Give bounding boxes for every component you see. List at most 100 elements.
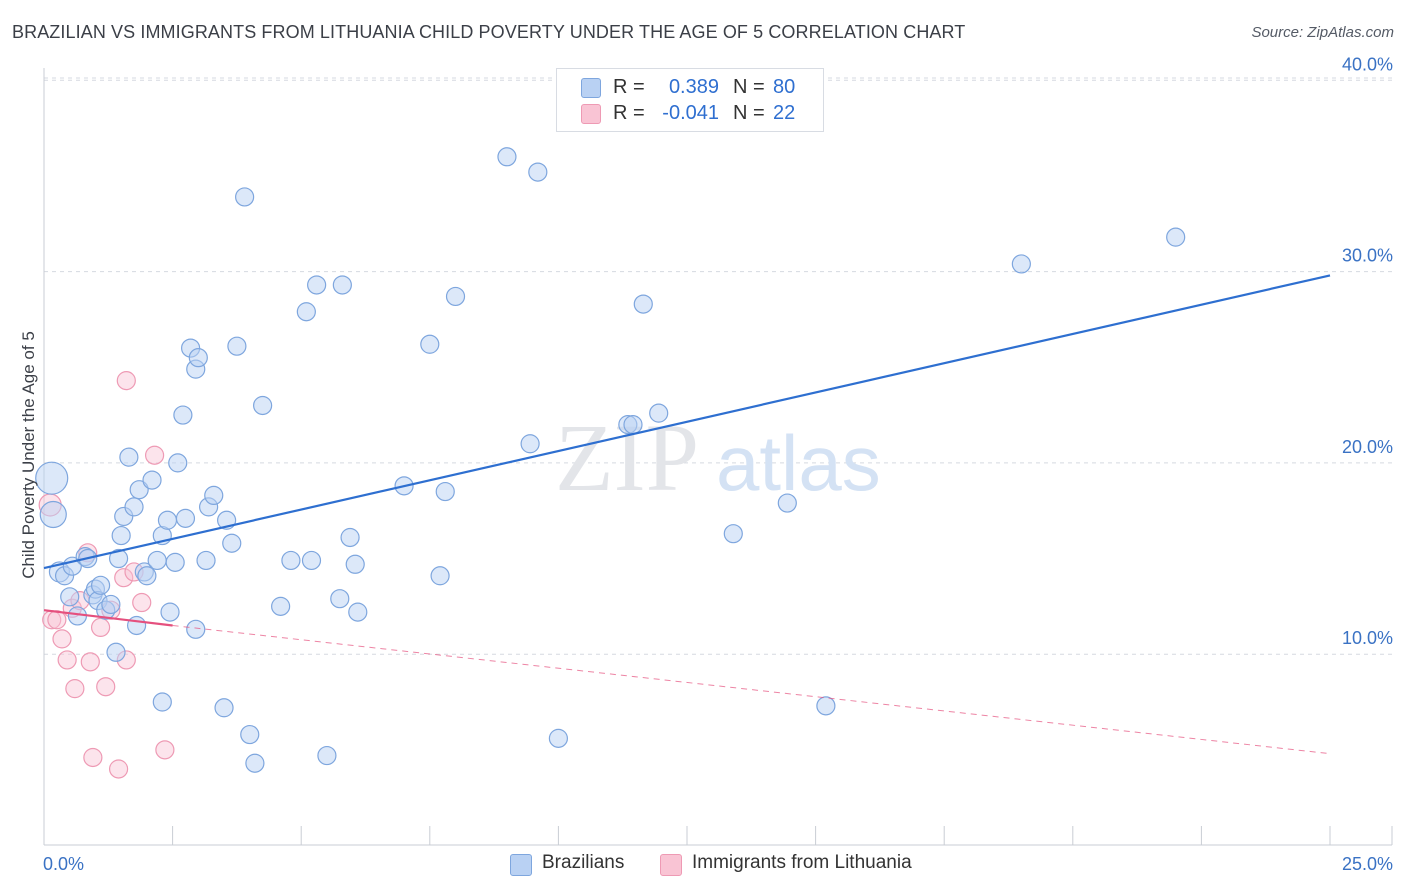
data-point-brazilians: [253, 395, 273, 416]
data-point-brazilians: [160, 602, 180, 622]
trend-layer: [43, 274, 1331, 755]
data-point-brazilians: [649, 403, 669, 423]
data-point-brazilians: [60, 587, 80, 607]
data-point-brazilians: [528, 162, 548, 182]
data-point-brazilians: [137, 566, 157, 586]
chart-title: BRAZILIAN VS IMMIGRANTS FROM LITHUANIA C…: [12, 22, 966, 42]
watermark-atlas: atlas: [716, 419, 881, 507]
legend-r-label: R =: [613, 102, 645, 124]
data-point-brazilians: [90, 575, 111, 595]
bottom-legend-swatch-pink: [660, 854, 682, 876]
data-point-brazilians: [430, 566, 450, 586]
data-point-brazilians: [111, 525, 131, 546]
data-point-brazilians: [245, 753, 265, 773]
data-point-lithuania: [65, 679, 85, 699]
data-point-lithuania: [83, 747, 103, 768]
data-point-brazilians: [520, 434, 540, 454]
data-point-brazilians: [816, 696, 836, 716]
legend-n-label: N =: [733, 76, 765, 98]
data-point-brazilians: [157, 510, 178, 530]
data-point-brazilians: [723, 524, 743, 544]
data-point-brazilians: [445, 286, 466, 307]
legend-r-label: R =: [613, 76, 645, 98]
data-point-lithuania: [52, 629, 72, 649]
data-point-brazilians: [175, 508, 196, 528]
data-point-brazilians: [186, 619, 206, 639]
data-point-brazilians: [240, 724, 260, 745]
data-point-brazilians: [196, 550, 216, 571]
data-point-lithuania: [155, 740, 175, 760]
data-point-brazilians: [227, 336, 247, 356]
data-point-brazilians: [340, 527, 360, 548]
y-tick-label: 40.0%: [1342, 54, 1393, 74]
data-point-lithuania: [132, 592, 152, 613]
chart-source: Source: ZipAtlas.com: [1251, 24, 1394, 41]
x-tick-label: 25.0%: [1342, 854, 1393, 874]
bottom-legend-label: Brazilians: [542, 852, 625, 873]
data-point-brazilians: [345, 554, 365, 574]
data-point-brazilians: [35, 461, 69, 495]
data-point-brazilians: [173, 405, 193, 425]
x-tick-label: 0.0%: [43, 854, 84, 874]
data-point-brazilians: [332, 275, 352, 295]
data-point-lithuania: [57, 650, 77, 670]
data-point-brazilians: [119, 447, 139, 467]
data-point-lithuania: [114, 568, 134, 588]
data-point-brazilians: [281, 550, 301, 571]
data-point-lithuania: [96, 677, 116, 697]
data-point-brazilians: [420, 334, 440, 354]
data-point-brazilians: [317, 745, 337, 766]
data-point-brazilians: [106, 642, 126, 662]
trendline-lithuania: [43, 609, 173, 627]
y-tick-label: 10.0%: [1342, 628, 1393, 648]
legend-swatch-blue: [581, 78, 601, 98]
stats-legend: R = 0.389 N = 80 R = -0.041 N = 22: [556, 68, 824, 132]
data-point-brazilians: [307, 275, 327, 295]
trendline-brazilians: [43, 274, 1331, 570]
data-point-lithuania: [80, 652, 100, 672]
bottom-legend-swatch-blue: [510, 854, 532, 876]
data-point-brazilians: [235, 187, 255, 207]
data-point-brazilians: [101, 594, 121, 615]
data-point-brazilians: [165, 552, 185, 572]
legend-r-value: -0.041: [662, 102, 719, 124]
grid-layer: [44, 77, 1392, 655]
data-point-lithuania: [116, 371, 136, 391]
y-axis-label: Child Poverty Under the Age of 5: [19, 331, 38, 579]
data-point-brazilians: [301, 550, 322, 571]
data-point-brazilians: [147, 550, 167, 571]
data-point-brazilians: [497, 147, 517, 167]
axes-layer: [43, 68, 1393, 846]
trendline-lithuania-extended: [172, 624, 1331, 755]
points-series-brazilians: [35, 147, 1186, 773]
data-point-brazilians: [623, 415, 643, 435]
data-point-brazilians: [108, 548, 129, 569]
data-point-brazilians: [330, 589, 350, 609]
data-point-brazilians: [222, 533, 242, 553]
legend-r-value: 0.389: [668, 76, 719, 98]
data-point-brazilians: [188, 348, 208, 368]
data-point-brazilians: [124, 497, 144, 517]
legend-swatch-pink: [581, 104, 601, 124]
data-point-brazilians: [39, 500, 67, 529]
data-point-brazilians: [214, 698, 234, 718]
y-tick-label: 30.0%: [1342, 246, 1393, 266]
data-point-lithuania: [144, 445, 165, 465]
bottom-legend-label: Immigrants from Lithuania: [692, 852, 912, 873]
data-point-brazilians: [1166, 227, 1186, 247]
legend-n-value: 80: [773, 76, 796, 98]
data-point-brazilians: [204, 485, 224, 506]
data-point-brazilians: [633, 294, 653, 314]
data-point-brazilians: [348, 602, 368, 622]
data-point-lithuania: [108, 759, 129, 779]
data-point-brazilians: [168, 453, 188, 473]
data-point-brazilians: [126, 615, 147, 636]
data-point-brazilians: [435, 481, 455, 502]
ticks-layer: 10.0% 20.0% 30.0% 40.0% 0.0% 25.0%: [43, 54, 1393, 874]
data-point-brazilians: [129, 480, 149, 500]
data-point-brazilians: [152, 692, 172, 712]
data-point-brazilians: [548, 728, 569, 748]
data-point-brazilians: [142, 470, 162, 490]
legend-n-value: 22: [773, 102, 796, 124]
